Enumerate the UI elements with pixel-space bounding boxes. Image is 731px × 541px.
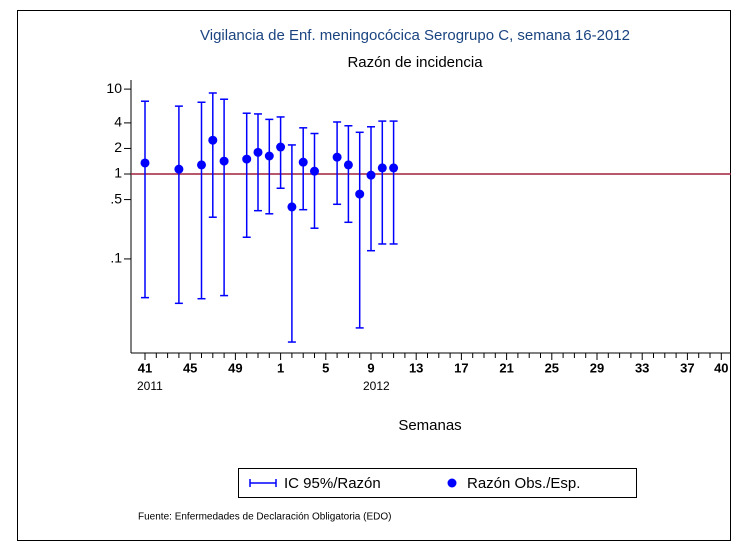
point	[366, 170, 376, 180]
point	[377, 163, 387, 173]
point	[276, 142, 286, 152]
x-tick-label: 13	[409, 360, 423, 375]
y-tick-label: 10	[106, 80, 122, 96]
point	[287, 202, 297, 212]
error-bar	[367, 126, 375, 252]
point	[208, 135, 218, 145]
error-bar	[174, 105, 183, 305]
x-tick-label: 5	[322, 360, 329, 375]
error-bar	[208, 92, 217, 218]
y-tick-label: 2	[114, 139, 122, 155]
point	[242, 154, 252, 164]
y-tick-label: .1	[110, 250, 122, 266]
x-tick-label: 29	[590, 360, 604, 375]
point	[140, 158, 150, 168]
x-tick-label: 33	[635, 360, 649, 375]
legend-label: Razón Obs./Esp.	[467, 475, 580, 492]
point	[174, 164, 184, 174]
y-tick-label: 1	[114, 165, 122, 181]
error-bar	[254, 113, 262, 212]
error-bar	[310, 132, 319, 229]
x-tick-label: 25	[545, 360, 559, 375]
x-tick-label: 21	[499, 360, 513, 375]
x-axis-label: Semanas	[398, 417, 461, 434]
error-bar	[287, 144, 296, 343]
point	[343, 160, 353, 170]
point	[219, 156, 229, 166]
error-bar	[197, 101, 206, 300]
x-tick-label: 9	[367, 360, 374, 375]
year-label: 2011	[137, 379, 163, 393]
point	[355, 189, 365, 199]
x-tick-label: 49	[228, 360, 242, 375]
error-bar	[333, 121, 342, 206]
x-tick-label: 40	[714, 360, 728, 375]
legend-label: IC 95%/Razón	[284, 475, 381, 492]
point	[197, 160, 206, 170]
error-bar	[220, 98, 229, 297]
point	[310, 166, 319, 176]
error-bar	[276, 116, 285, 189]
chart-subtitle: Razón de incidencia	[347, 54, 483, 71]
error-bar	[378, 120, 387, 245]
source-note: Fuente: Enfermedades de Declaración Obli…	[138, 512, 391, 523]
y-tick-label: .5	[110, 190, 122, 206]
y-tick-label: 4	[114, 114, 122, 130]
error-bar	[299, 127, 308, 211]
error-bar	[141, 100, 149, 299]
point	[264, 151, 274, 161]
legend-marker	[447, 478, 457, 488]
point	[298, 157, 308, 167]
point	[332, 152, 342, 162]
error-bar	[355, 131, 364, 329]
legend-box	[238, 468, 637, 498]
x-tick-label: 17	[454, 360, 468, 375]
x-tick-label: 45	[183, 360, 197, 375]
error-bar	[265, 118, 274, 215]
x-tick-label: 37	[680, 360, 694, 375]
chart-title: Vigilancia de Enf. meningocócica Serogru…	[200, 27, 630, 44]
year-label: 2012	[363, 379, 390, 393]
x-tick-label: 1	[277, 360, 284, 375]
error-bar	[242, 112, 251, 239]
error-bar	[389, 120, 398, 245]
point	[389, 163, 399, 173]
point	[253, 147, 263, 157]
frame	[17, 10, 731, 541]
error-bar	[344, 125, 353, 224]
x-tick-label: 41	[138, 360, 152, 375]
